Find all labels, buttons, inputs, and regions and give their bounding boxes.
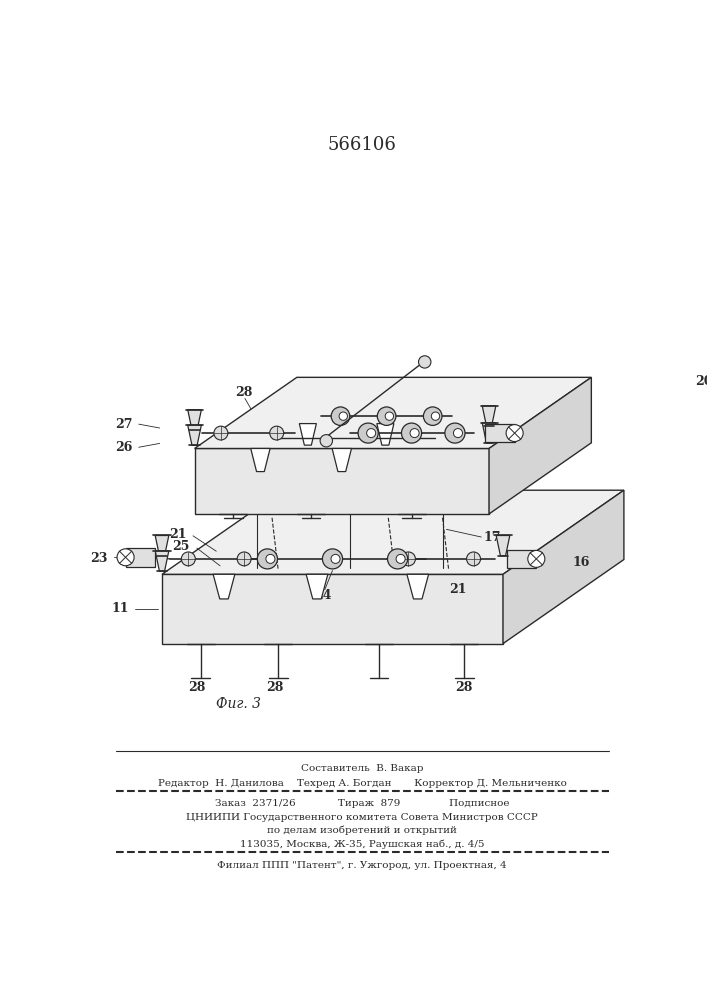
Circle shape bbox=[453, 429, 462, 438]
Text: 19: 19 bbox=[518, 398, 536, 411]
Circle shape bbox=[419, 356, 431, 368]
Polygon shape bbox=[162, 574, 503, 644]
Text: 113035, Москва, Ж-35, Раушская наб., д. 4/5: 113035, Москва, Ж-35, Раушская наб., д. … bbox=[240, 839, 484, 849]
Bar bbox=[507, 550, 537, 568]
Text: 16: 16 bbox=[573, 556, 590, 569]
Text: 28: 28 bbox=[266, 681, 283, 694]
Polygon shape bbox=[155, 551, 169, 571]
Text: Филиал ППП "Патент", г. Ужгород, ул. Проектная, 4: Филиал ППП "Патент", г. Ужгород, ул. Про… bbox=[217, 861, 507, 870]
Text: ЦНИИПИ Государственного комитета Совета Министров СССР: ЦНИИПИ Государственного комитета Совета … bbox=[186, 813, 538, 822]
Bar bbox=[485, 424, 515, 442]
Circle shape bbox=[331, 407, 350, 425]
Circle shape bbox=[402, 552, 416, 566]
Circle shape bbox=[214, 426, 228, 440]
Circle shape bbox=[431, 412, 440, 420]
Polygon shape bbox=[482, 423, 496, 443]
Text: 21: 21 bbox=[449, 583, 466, 596]
Polygon shape bbox=[213, 574, 235, 599]
Circle shape bbox=[270, 426, 284, 440]
Polygon shape bbox=[482, 406, 496, 426]
Text: 19: 19 bbox=[706, 344, 707, 357]
Circle shape bbox=[339, 412, 347, 420]
Circle shape bbox=[237, 552, 251, 566]
Text: 24: 24 bbox=[315, 589, 332, 602]
Text: Редактор  Н. Данилова    Техред А. Богдан       Корректор Д. Мельниченко: Редактор Н. Данилова Техред А. Богдан Ко… bbox=[158, 779, 566, 788]
Circle shape bbox=[402, 423, 421, 443]
Circle shape bbox=[322, 549, 343, 569]
Polygon shape bbox=[188, 410, 201, 430]
Text: Заказ  2371/26             Тираж  879               Подписное: Заказ 2371/26 Тираж 879 Подписное bbox=[215, 799, 509, 808]
Text: 23: 23 bbox=[90, 552, 107, 565]
Polygon shape bbox=[306, 574, 328, 599]
Polygon shape bbox=[332, 448, 351, 472]
Circle shape bbox=[385, 412, 394, 420]
Text: 25: 25 bbox=[172, 540, 189, 553]
Text: Составитель  В. Вакар: Составитель В. Вакар bbox=[300, 764, 423, 773]
Circle shape bbox=[396, 554, 405, 563]
Circle shape bbox=[378, 407, 396, 425]
Polygon shape bbox=[194, 377, 591, 448]
Polygon shape bbox=[377, 424, 394, 445]
Text: 27: 27 bbox=[115, 418, 132, 431]
Circle shape bbox=[320, 435, 332, 447]
Polygon shape bbox=[503, 490, 624, 644]
Text: Фиг. 3: Фиг. 3 bbox=[216, 697, 262, 711]
Polygon shape bbox=[489, 377, 591, 514]
Polygon shape bbox=[251, 448, 270, 472]
Text: 22: 22 bbox=[354, 383, 371, 396]
Text: 28: 28 bbox=[324, 386, 341, 399]
Polygon shape bbox=[407, 574, 428, 599]
Circle shape bbox=[445, 423, 465, 443]
Circle shape bbox=[410, 429, 419, 438]
Text: 566106: 566106 bbox=[327, 136, 397, 154]
Bar bbox=[126, 548, 155, 567]
Circle shape bbox=[367, 429, 375, 438]
Text: 21: 21 bbox=[169, 528, 187, 541]
Polygon shape bbox=[162, 490, 624, 574]
Text: 18: 18 bbox=[538, 380, 555, 393]
Circle shape bbox=[358, 423, 378, 443]
Circle shape bbox=[257, 549, 277, 569]
Circle shape bbox=[331, 554, 340, 563]
Text: по делам изобретений и открытий: по делам изобретений и открытий bbox=[267, 826, 457, 835]
Text: 28: 28 bbox=[188, 681, 206, 694]
Polygon shape bbox=[194, 448, 489, 514]
Circle shape bbox=[467, 552, 481, 566]
Polygon shape bbox=[299, 424, 316, 445]
Text: 20: 20 bbox=[441, 410, 459, 423]
Circle shape bbox=[266, 554, 275, 563]
Text: 28: 28 bbox=[455, 681, 473, 694]
Text: 11: 11 bbox=[112, 602, 129, 615]
Circle shape bbox=[182, 552, 195, 566]
Circle shape bbox=[506, 425, 523, 442]
Circle shape bbox=[387, 549, 408, 569]
Circle shape bbox=[528, 550, 545, 567]
Circle shape bbox=[117, 549, 134, 566]
Circle shape bbox=[423, 407, 442, 425]
Polygon shape bbox=[155, 535, 169, 556]
Text: 26: 26 bbox=[115, 441, 132, 454]
Text: 28: 28 bbox=[235, 386, 252, 399]
Text: 20: 20 bbox=[695, 375, 707, 388]
Polygon shape bbox=[496, 535, 510, 556]
Polygon shape bbox=[188, 425, 201, 445]
Text: 17: 17 bbox=[484, 531, 501, 544]
